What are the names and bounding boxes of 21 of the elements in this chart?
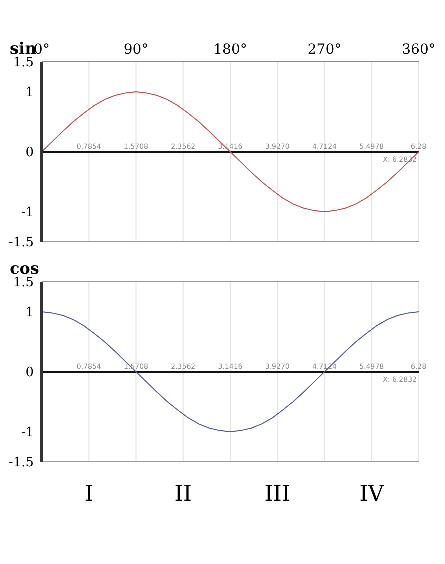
text: I bbox=[84, 482, 94, 507]
y-tick-label: -1 bbox=[21, 426, 34, 441]
x-tick-label: 90° bbox=[124, 42, 149, 58]
y-axis-title: cos bbox=[10, 259, 40, 278]
y-tick-label: 0 bbox=[26, 146, 34, 161]
x-tick-label: 180° bbox=[214, 42, 248, 58]
y-tick-label: 0 bbox=[26, 366, 34, 381]
x-tick-label: 0° bbox=[34, 42, 50, 58]
y-tick-label: -1 bbox=[21, 206, 34, 221]
text: III bbox=[264, 482, 292, 507]
y-tick-label: 1 bbox=[26, 86, 34, 101]
text: IV bbox=[358, 482, 386, 507]
y-tick-label: 1.5 bbox=[13, 56, 34, 71]
y-tick-label: 1.5 bbox=[13, 276, 34, 291]
x-tick-label: 360° bbox=[402, 42, 436, 58]
y-tick-label: -1.5 bbox=[8, 456, 34, 471]
y-axis-title: sin bbox=[10, 39, 37, 58]
y-tick-label: 1 bbox=[26, 306, 34, 321]
x-tick-label: 270° bbox=[308, 42, 342, 58]
y-tick-label: -1.5 bbox=[8, 236, 34, 251]
text: II bbox=[174, 482, 194, 507]
